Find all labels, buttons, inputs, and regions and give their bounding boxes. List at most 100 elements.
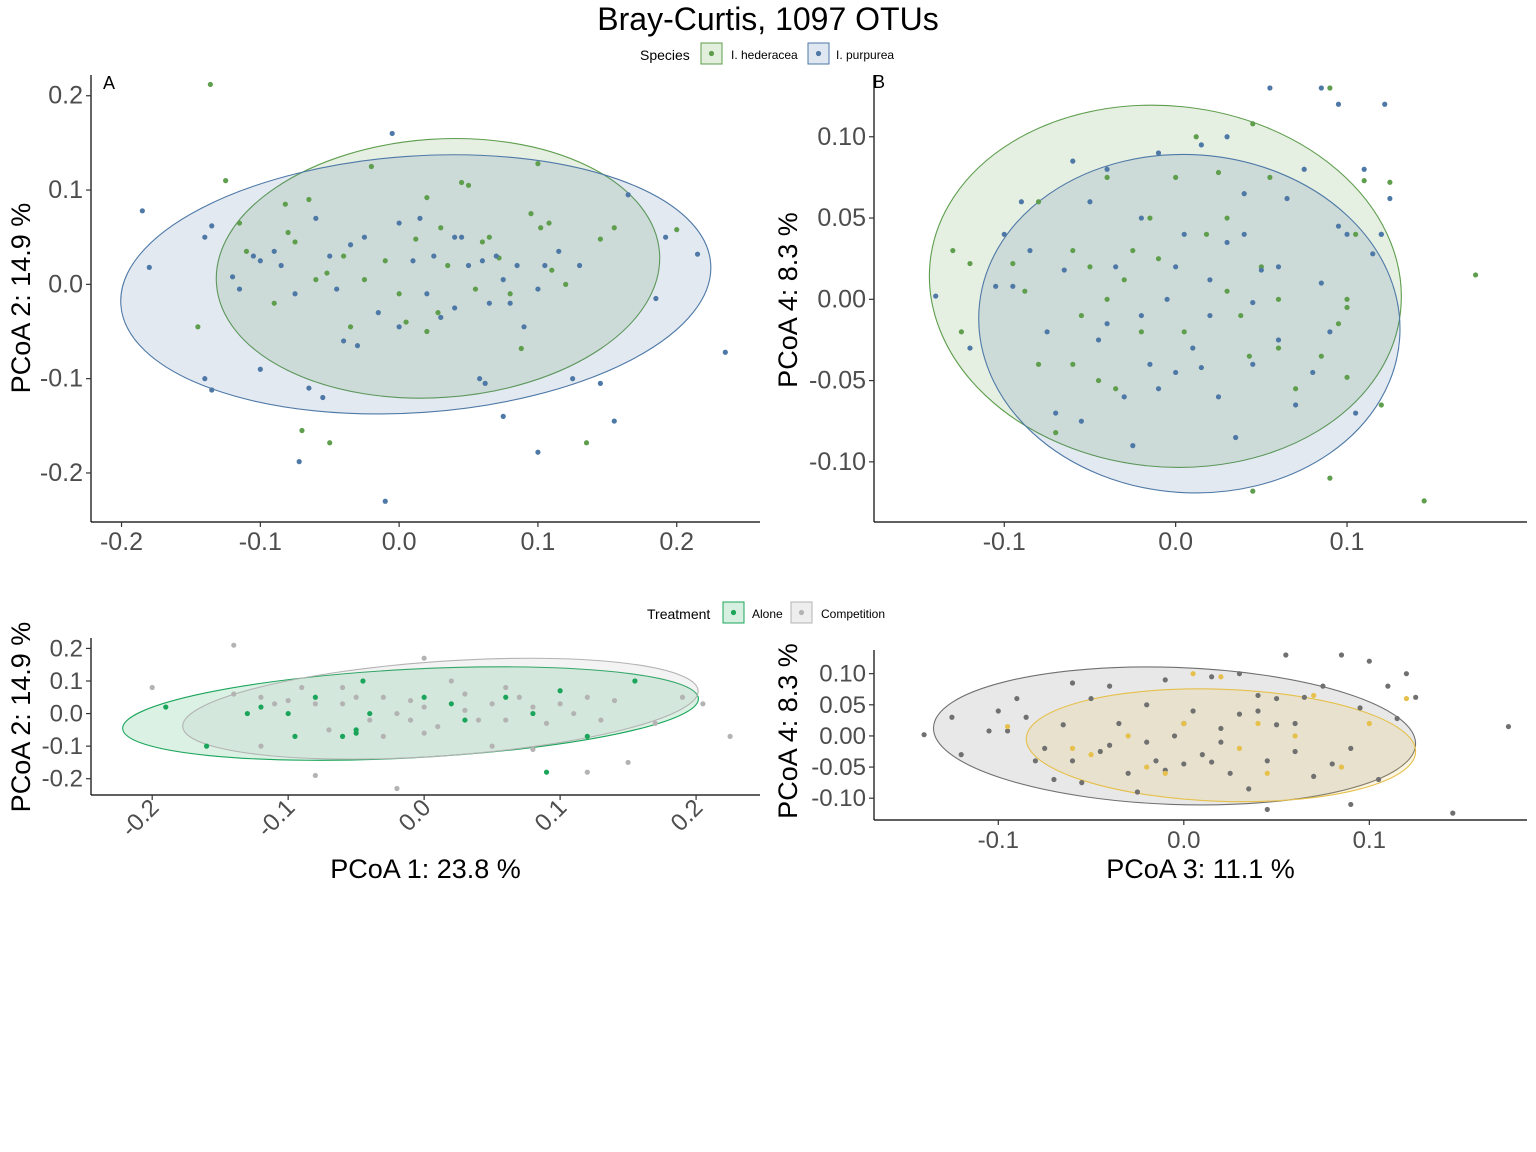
point-purpurea <box>236 286 243 292</box>
point-purpurea <box>1335 223 1342 229</box>
point-hederacea <box>341 253 347 259</box>
point-hederacea <box>313 277 319 283</box>
legend-point-purpurea <box>815 50 822 57</box>
point-hederacea <box>1010 260 1016 267</box>
ellipse-purpurea <box>978 153 1401 494</box>
point-purpurea <box>209 387 215 393</box>
point-purpurea <box>257 366 263 372</box>
point-hederacea <box>1275 345 1282 351</box>
point-purpurea <box>514 262 520 269</box>
point-purpurea <box>1258 267 1264 273</box>
point-purpurea <box>1053 410 1059 416</box>
point-hederacea <box>306 196 312 203</box>
point-competition <box>679 694 686 700</box>
point-hederacea <box>1053 430 1059 436</box>
point-purpurea <box>1070 158 1076 164</box>
panel-a: -0.2 -0.1 0.0 0.1 0.2 -0.2 -0.1 0.0 0.1 0.2 PCoA 2… <box>6 73 760 556</box>
point-hederacea <box>1113 386 1119 392</box>
point-competition_dark <box>1209 759 1215 765</box>
point-competition <box>380 694 386 700</box>
y-axis-title: PCoA 2: 14.9 % <box>6 203 36 394</box>
panel-tag: A <box>103 73 115 93</box>
point-alone <box>632 678 638 684</box>
ellipse-alone_yellow <box>1025 688 1417 803</box>
point-competition_dark <box>1088 695 1094 702</box>
point-competition_dark <box>1264 806 1270 813</box>
point-purpurea <box>1155 150 1162 156</box>
point-competition_dark <box>1069 680 1076 686</box>
point-purpurea <box>535 449 541 455</box>
point-hederacea <box>1327 85 1333 91</box>
x-tick-label: 0.0 <box>1167 827 1200 854</box>
y-tick-label: -0.05 <box>809 367 866 395</box>
point-purpurea <box>1224 134 1230 140</box>
point-competition_dark <box>1264 758 1270 764</box>
y-tick-label: 0.00 <box>817 285 866 313</box>
point-hederacea <box>1130 247 1136 254</box>
point-purpurea <box>361 234 368 240</box>
point-competition_dark <box>1283 652 1289 658</box>
point-purpurea <box>500 277 506 283</box>
point-hederacea <box>1387 179 1393 185</box>
point-purpurea <box>354 343 361 349</box>
point-competition <box>339 684 346 691</box>
point-hederacea <box>546 220 552 226</box>
point-hederacea <box>1022 288 1028 294</box>
point-competition <box>516 694 522 700</box>
point-purpurea <box>625 192 631 198</box>
panel-d: -0.10 -0.05 0.00 0.05 0.10 -0.1 0.0 0.1 PCoA 4: … <box>773 643 1527 884</box>
point-hederacea <box>1203 231 1210 237</box>
point-hederacea <box>1327 475 1333 481</box>
point-competition <box>530 704 536 710</box>
point-hederacea <box>583 440 590 446</box>
point-alone <box>421 694 427 700</box>
point-purpurea <box>431 253 437 259</box>
point-purpurea <box>1181 231 1187 237</box>
legend-point-competition <box>798 609 805 616</box>
point-competition_dark <box>1394 715 1400 722</box>
point-purpurea <box>1335 101 1342 107</box>
legend-point-alone <box>730 609 737 616</box>
point-purpurea <box>278 262 284 269</box>
point-alone <box>312 694 318 700</box>
x-axis-title: PCoA 3: 11.1 % <box>1106 854 1295 884</box>
point-competition <box>489 701 495 707</box>
point-alone_yellow <box>1004 723 1011 730</box>
point-alone <box>530 710 536 717</box>
point-purpurea <box>1104 321 1110 327</box>
y-tick-label: 0.10 <box>819 661 866 688</box>
point-hederacea <box>1344 296 1350 302</box>
point-purpurea <box>1010 283 1016 289</box>
point-purpurea <box>417 215 423 221</box>
point-competition <box>231 642 237 648</box>
panel-b: -0.10 -0.05 0.00 0.05 0.10 -0.1 0.0 0.1 PCoA 4: … <box>773 72 1527 556</box>
point-hederacea <box>1035 199 1042 205</box>
point-hederacea <box>403 319 409 325</box>
point-competition_dark <box>1042 745 1048 751</box>
point-competition_dark <box>1311 773 1317 780</box>
point-competition <box>271 701 278 707</box>
point-purpurea <box>1250 299 1256 306</box>
point-purpurea <box>1310 369 1316 376</box>
y-axis-title: PCoA 4: 8.3 % <box>773 643 803 819</box>
point-competition_dark <box>1162 677 1168 683</box>
y-axis-title: PCoA 2: 14.9 % <box>6 622 36 813</box>
point-purpurea <box>271 248 277 254</box>
point-hederacea <box>413 236 419 242</box>
point-hederacea <box>967 260 973 267</box>
point-hederacea <box>1421 498 1427 504</box>
x-tick-label: 0.0 <box>382 528 417 556</box>
point-purpurea <box>1378 231 1384 237</box>
legend-label-purpurea: I. purpurea <box>836 48 894 62</box>
point-hederacea <box>528 211 534 217</box>
point-hederacea <box>958 329 965 335</box>
point-hederacea <box>435 310 441 316</box>
point-hederacea <box>1361 178 1367 184</box>
point-competition_dark <box>1190 708 1196 714</box>
point-alone_yellow <box>1236 745 1243 751</box>
point-alone_yellow <box>1338 764 1345 770</box>
point-competition_dark <box>1079 780 1085 786</box>
point-purpurea <box>1318 85 1324 91</box>
point-hederacea <box>1035 361 1042 367</box>
point-competition_dark <box>1144 702 1150 708</box>
